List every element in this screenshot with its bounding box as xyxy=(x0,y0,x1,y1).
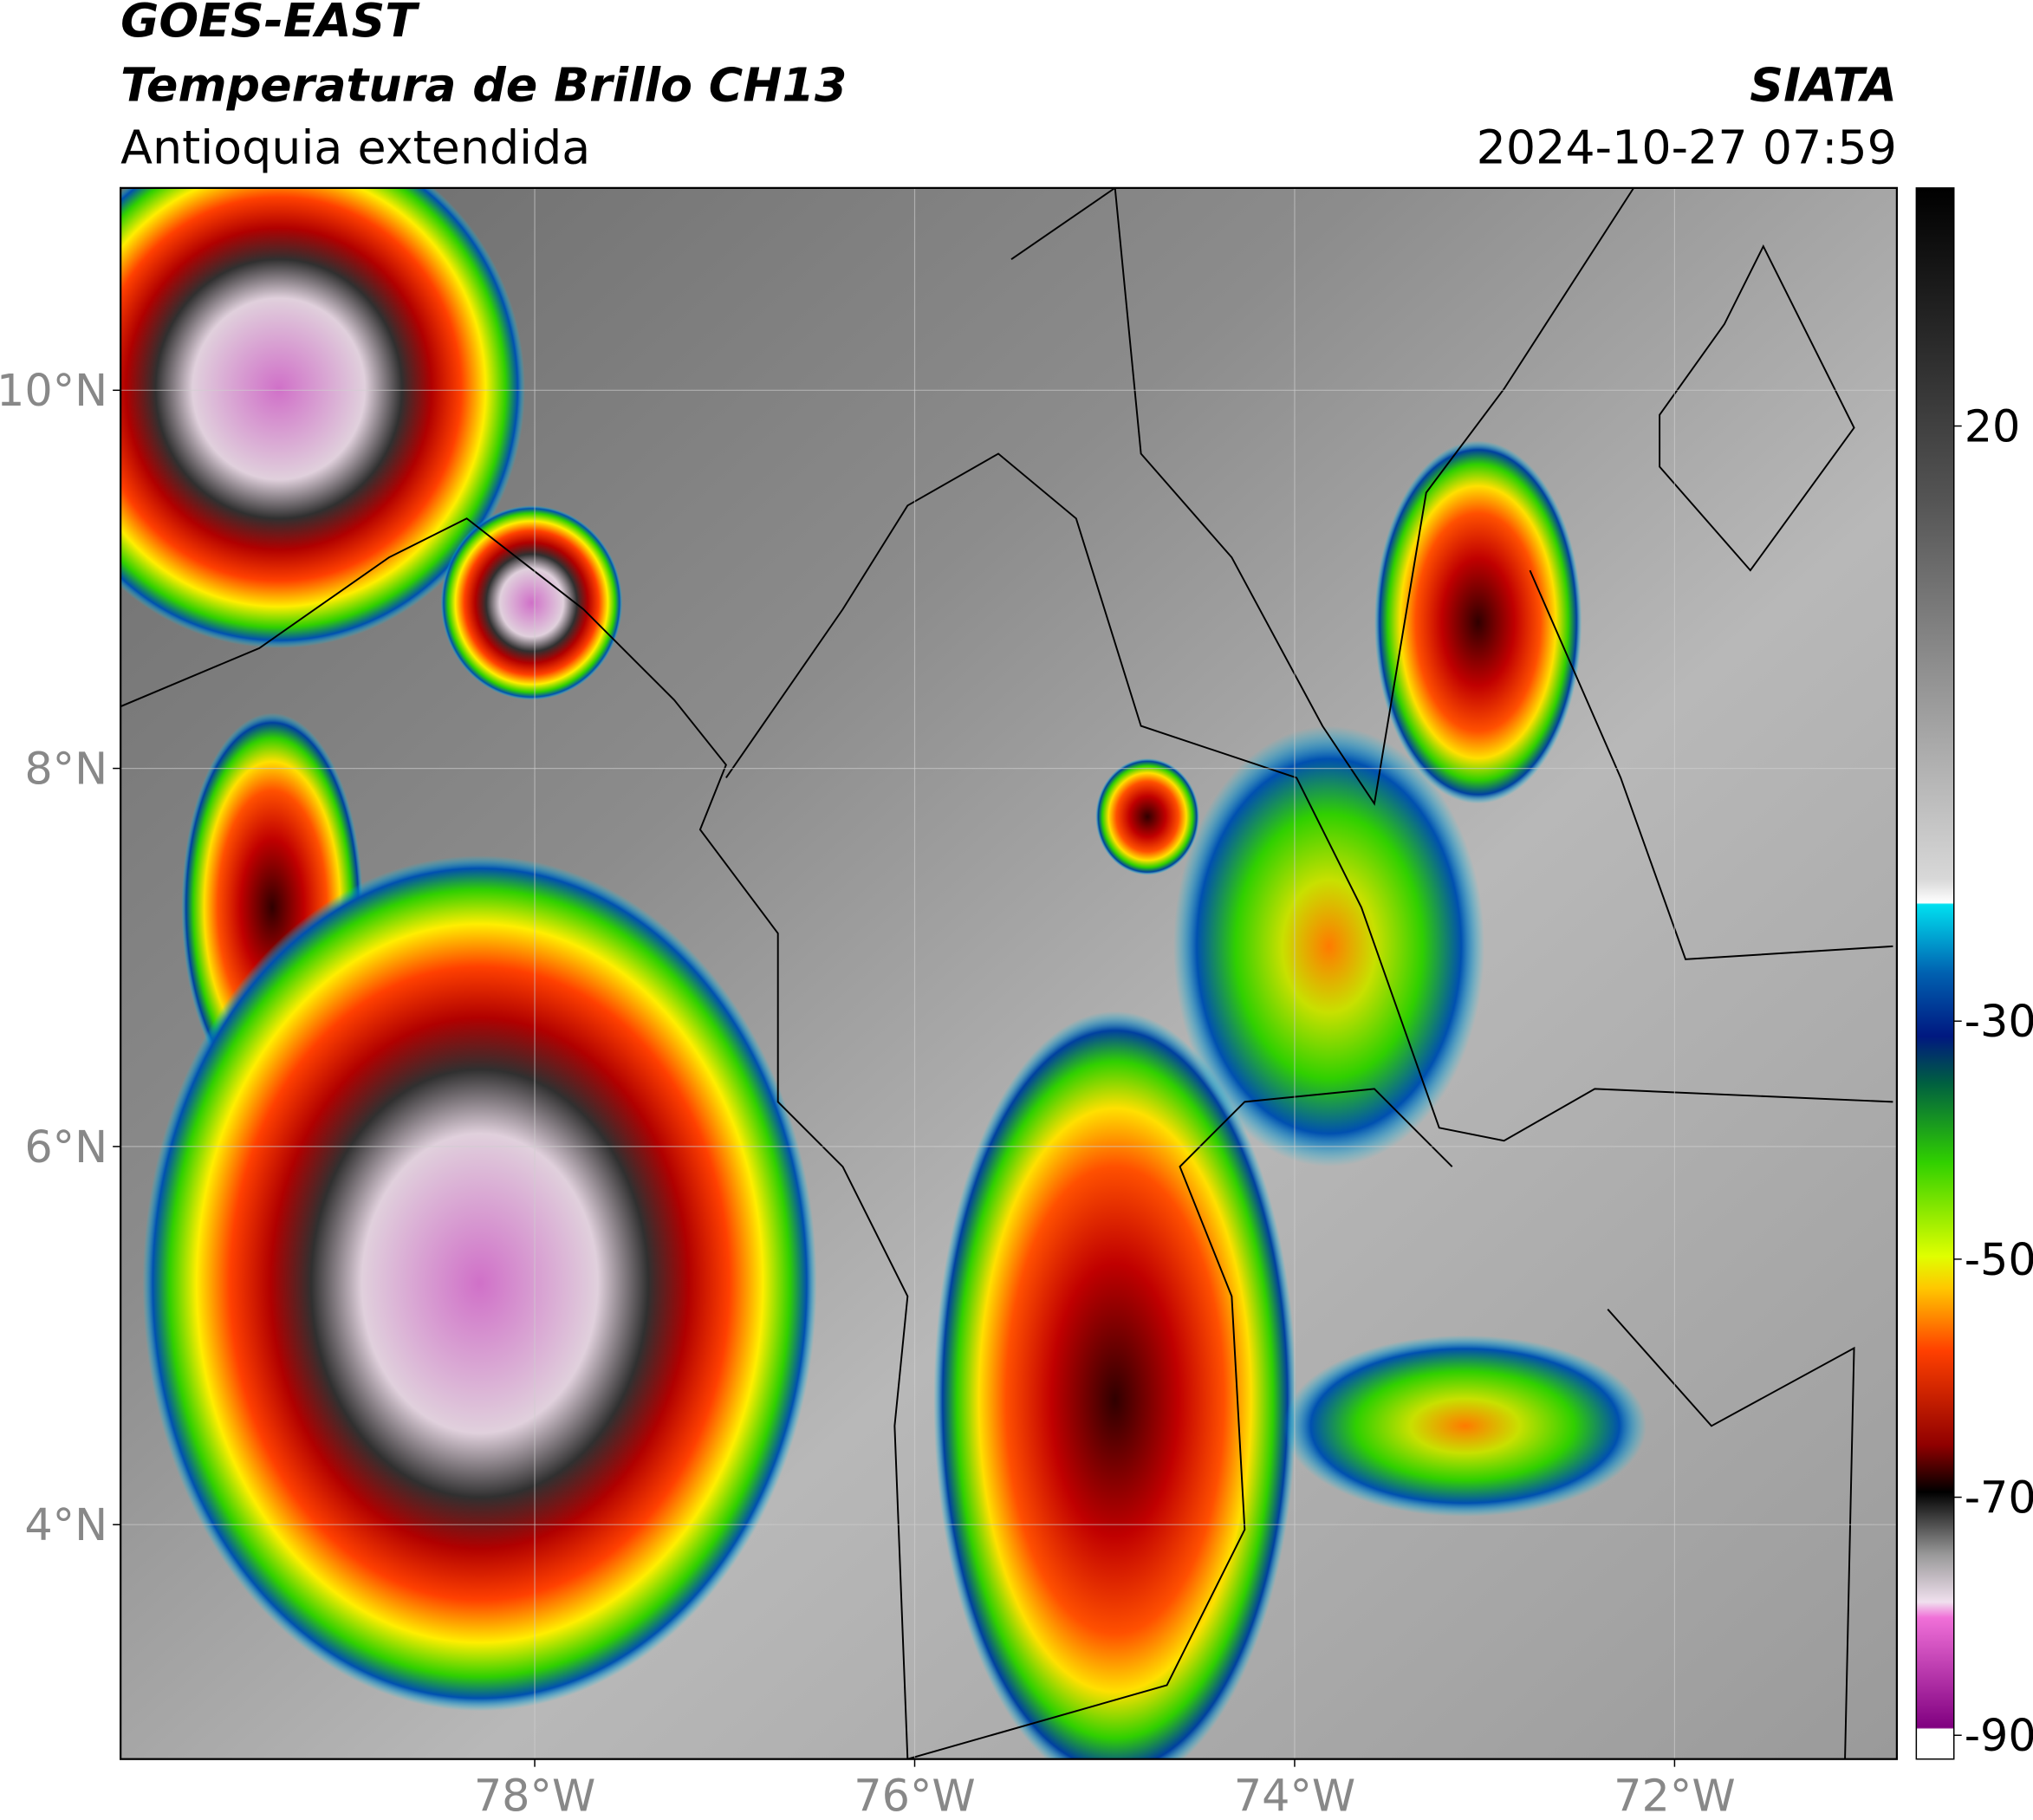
y-tick-label: 4°N xyxy=(24,1499,107,1550)
colorbar xyxy=(1915,187,1955,1760)
cloud-cell xyxy=(933,1011,1297,1759)
cloud-cell xyxy=(440,505,623,700)
x-tick-label: 72°W xyxy=(1614,1771,1735,1820)
source-label: SIATA xyxy=(1750,58,1897,113)
colorbar-tick-label: -30 xyxy=(1965,996,2033,1047)
x-tick-label: 76°W xyxy=(854,1771,975,1820)
y-tick-label: 10°N xyxy=(0,365,107,416)
map-imagery xyxy=(120,187,1897,1759)
colorbar-tick-label: -70 xyxy=(1965,1472,2033,1524)
satellite-title: GOES-EAST xyxy=(120,0,420,48)
product-title: Temperatura de Brillo CH13 xyxy=(120,58,847,113)
y-tick-label: 6°N xyxy=(24,1121,107,1173)
x-tick-label: 74°W xyxy=(1234,1771,1355,1820)
colorbar-tick-label: -90 xyxy=(1965,1710,2033,1761)
map-frame xyxy=(120,186,1899,1760)
datetime-label: 2024-10-27 07:59 xyxy=(1477,120,1897,174)
colorbar-tick-label: 20 xyxy=(1965,401,2021,452)
colorbar-tick-label: -50 xyxy=(1965,1234,2033,1285)
cloud-cell xyxy=(120,187,525,648)
cloud-cell xyxy=(1173,725,1485,1167)
cloud-cell xyxy=(1374,440,1582,804)
y-tick-label: 8°N xyxy=(24,744,107,795)
x-tick-label: 78°W xyxy=(474,1771,595,1820)
region-subtitle: Antioquia extendida xyxy=(120,120,590,174)
grid xyxy=(120,187,1897,1759)
cloud-cell xyxy=(1095,758,1199,875)
cloud-cell xyxy=(142,855,817,1712)
cloud-cell xyxy=(1283,1335,1647,1517)
